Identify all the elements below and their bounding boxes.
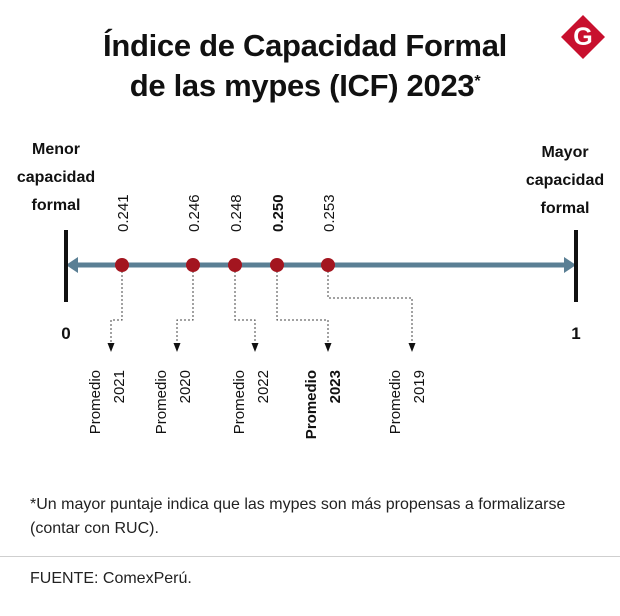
axis-min-label: 0 — [61, 324, 70, 343]
point-value-label: 0.241 — [115, 194, 132, 232]
footnote: *Un mayor puntaje indica que las mypes s… — [30, 496, 566, 537]
data-point — [115, 258, 129, 272]
point-year-label: 2019 — [411, 370, 428, 403]
axis-max-caption: formal — [541, 200, 590, 217]
point-year-label: 2022 — [255, 370, 272, 403]
connector-arrow-icon — [324, 343, 332, 352]
title-asterisk: * — [474, 73, 481, 90]
axis-max-caption: Mayor — [541, 144, 588, 161]
connector-arrow-icon — [251, 343, 259, 352]
source-note: FUENTE: ComexPerú. — [30, 570, 192, 587]
data-point — [321, 258, 335, 272]
title-line-2: de las mypes (ICF) 2023* — [40, 66, 570, 106]
connector-arrow-icon — [408, 343, 416, 352]
icf-number-line-chart: 0 1 Menor capacidad formal Mayor capacidad form… — [17, 141, 604, 439]
axis-min-caption: formal — [32, 197, 81, 214]
title-line-2-text: de las mypes (ICF) 2023 — [129, 68, 475, 103]
point-year-label: Promedio — [87, 370, 104, 434]
point-connector — [234, 271, 256, 344]
connector-arrow-icon — [173, 343, 181, 352]
connector-arrow-icon — [107, 343, 115, 352]
point-year-label: Promedio — [387, 370, 404, 434]
axis-arrow-left-icon — [66, 257, 78, 273]
svg-text:G: G — [573, 23, 592, 51]
data-point — [270, 258, 284, 272]
data-point — [186, 258, 200, 272]
point-year-label: Promedio — [303, 370, 320, 439]
point-year-label: Promedio — [153, 370, 170, 434]
divider — [0, 556, 620, 557]
brand-logo-icon: G — [561, 15, 605, 59]
title-line-1: Índice de Capacidad Formal — [103, 28, 507, 63]
axis-arrow-right-icon — [564, 257, 576, 273]
point-value-label: 0.248 — [228, 194, 245, 232]
point-year-label: 2020 — [177, 370, 194, 403]
point-connector — [110, 271, 123, 344]
point-connector — [176, 271, 194, 344]
data-point — [228, 258, 242, 272]
point-connector — [327, 271, 413, 344]
axis-max-label: 1 — [571, 324, 580, 343]
point-year-label: 2023 — [327, 370, 344, 403]
axis-min-caption: Menor — [32, 141, 80, 158]
point-year-label: 2021 — [111, 370, 128, 403]
point-value-label: 0.246 — [186, 194, 203, 232]
point-value-label: 0.253 — [321, 194, 338, 232]
point-year-label: Promedio — [231, 370, 248, 434]
point-connector — [276, 271, 329, 344]
point-value-label: 0.250 — [270, 194, 287, 232]
axis-max-caption: capacidad — [526, 172, 604, 189]
chart-title: Índice de Capacidad Formal de las mypes … — [40, 26, 570, 106]
axis-min-caption: capacidad — [17, 169, 95, 186]
